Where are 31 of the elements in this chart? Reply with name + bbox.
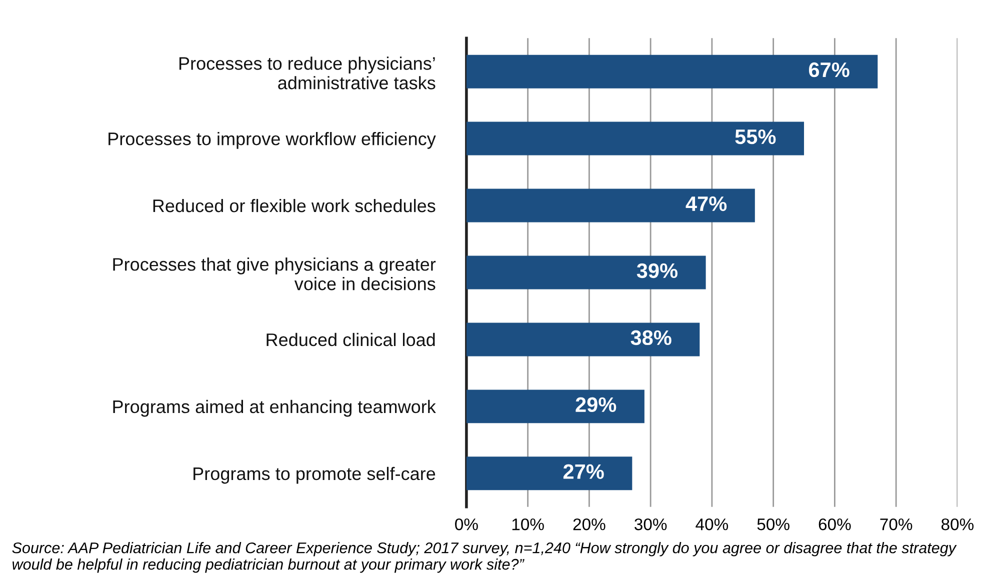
x-tick-label: 0% [455, 518, 478, 530]
data-label: 27% [563, 464, 604, 479]
x-tick-label: 50% [757, 518, 790, 530]
data-label: 67% [808, 62, 850, 78]
x-tick-label: 10% [512, 518, 544, 530]
bar [466, 390, 644, 424]
x-tick-label: 70% [880, 518, 912, 530]
y-tick-label: Reduced clinical load [266, 332, 435, 346]
source-note: Source: AAP Pediatrician Life and Career Experience Study; 2017 survey, n=1,240 “How strongly do you agree or disagree that the strategy would be helpful in reducing pediatrician burnout at your primary work site?” [12, 542, 957, 573]
y-tick-label: Reduced or flexible work schedules [153, 198, 436, 212]
data-label: 39% [636, 263, 678, 278]
bar [466, 322, 700, 356]
data-label: 47% [686, 196, 727, 212]
y-tick-label: Processes to improve workflow efficiency [108, 132, 436, 149]
y-tick-label: Programs to promote self-care [194, 466, 436, 484]
bar [466, 54, 878, 88]
x-tick-label: 80% [941, 518, 974, 530]
x-tick-label: 60% [818, 518, 851, 530]
bar [466, 256, 706, 290]
bar [466, 122, 804, 156]
data-label: 29% [576, 397, 616, 412]
bar [466, 456, 632, 490]
y-tick-label: Programs aimed at enhancing teamwork [113, 400, 436, 417]
y-tick-label: Processes to reduce physicians’ administrative tasks [179, 56, 436, 90]
bar [466, 188, 755, 222]
data-label: 55% [735, 129, 776, 144]
x-tick-label: 40% [696, 518, 728, 530]
x-tick-label: 20% [573, 518, 606, 530]
x-tick-label: 30% [634, 518, 667, 530]
y-tick-label: Processes that give physicians a greater voice in decisions [113, 258, 436, 290]
data-label: 38% [630, 330, 672, 346]
